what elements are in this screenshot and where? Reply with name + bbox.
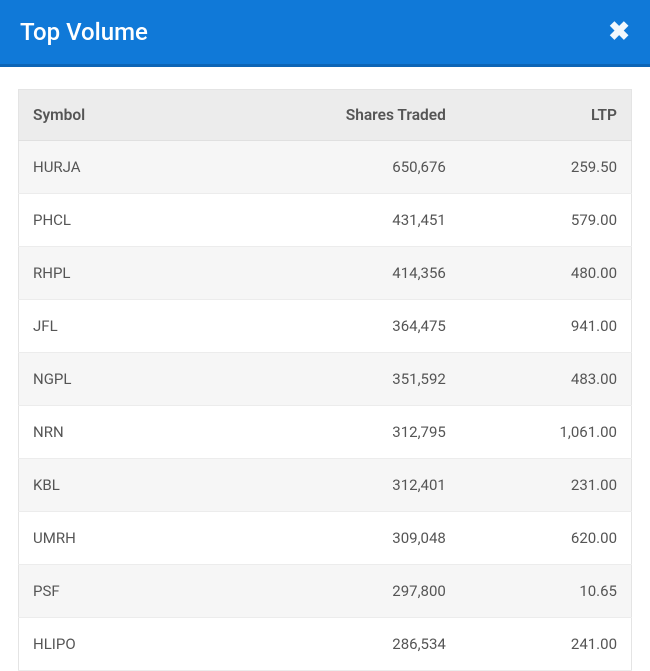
- cell-symbol: HLIPO: [19, 618, 252, 671]
- table-row[interactable]: NGPL351,592483.00: [19, 353, 632, 406]
- cell-ltp: 1,061.00: [460, 406, 632, 459]
- cell-shares: 650,676: [251, 141, 459, 194]
- cell-ltp: 941.00: [460, 300, 632, 353]
- table-header-row: Symbol Shares Traded LTP: [19, 90, 632, 141]
- table-row[interactable]: PSF297,80010.65: [19, 565, 632, 618]
- table-body: HURJA650,676259.50PHCL431,451579.00RHPL4…: [19, 141, 632, 671]
- table-row[interactable]: RHPL414,356480.00: [19, 247, 632, 300]
- cell-symbol: NGPL: [19, 353, 252, 406]
- cell-shares: 351,592: [251, 353, 459, 406]
- table-row[interactable]: JFL364,475941.00: [19, 300, 632, 353]
- cell-ltp: 10.65: [460, 565, 632, 618]
- cell-ltp: 483.00: [460, 353, 632, 406]
- table-row[interactable]: PHCL431,451579.00: [19, 194, 632, 247]
- cell-shares: 364,475: [251, 300, 459, 353]
- cell-ltp: 259.50: [460, 141, 632, 194]
- cell-ltp: 480.00: [460, 247, 632, 300]
- col-header-shares: Shares Traded: [251, 90, 459, 141]
- cell-symbol: RHPL: [19, 247, 252, 300]
- table-container: Symbol Shares Traded LTP HURJA650,676259…: [0, 67, 650, 671]
- cell-shares: 312,401: [251, 459, 459, 512]
- cell-shares: 431,451: [251, 194, 459, 247]
- table-row[interactable]: HURJA650,676259.50: [19, 141, 632, 194]
- col-header-ltp: LTP: [460, 90, 632, 141]
- table-head: Symbol Shares Traded LTP: [19, 90, 632, 141]
- cell-shares: 414,356: [251, 247, 459, 300]
- col-header-symbol: Symbol: [19, 90, 252, 141]
- cell-symbol: HURJA: [19, 141, 252, 194]
- cell-symbol: KBL: [19, 459, 252, 512]
- cell-ltp: 241.00: [460, 618, 632, 671]
- close-icon[interactable]: ✖: [608, 19, 630, 45]
- cell-symbol: PHCL: [19, 194, 252, 247]
- cell-ltp: 579.00: [460, 194, 632, 247]
- cell-symbol: UMRH: [19, 512, 252, 565]
- cell-shares: 286,534: [251, 618, 459, 671]
- cell-symbol: JFL: [19, 300, 252, 353]
- modal-header: Top Volume ✖: [0, 0, 650, 67]
- modal-title: Top Volume: [20, 18, 148, 46]
- cell-ltp: 231.00: [460, 459, 632, 512]
- table-row[interactable]: NRN312,7951,061.00: [19, 406, 632, 459]
- table-row[interactable]: UMRH309,048620.00: [19, 512, 632, 565]
- cell-shares: 297,800: [251, 565, 459, 618]
- cell-shares: 312,795: [251, 406, 459, 459]
- table-row[interactable]: HLIPO286,534241.00: [19, 618, 632, 671]
- cell-shares: 309,048: [251, 512, 459, 565]
- volume-table: Symbol Shares Traded LTP HURJA650,676259…: [18, 89, 632, 671]
- cell-symbol: PSF: [19, 565, 252, 618]
- table-row[interactable]: KBL312,401231.00: [19, 459, 632, 512]
- cell-symbol: NRN: [19, 406, 252, 459]
- cell-ltp: 620.00: [460, 512, 632, 565]
